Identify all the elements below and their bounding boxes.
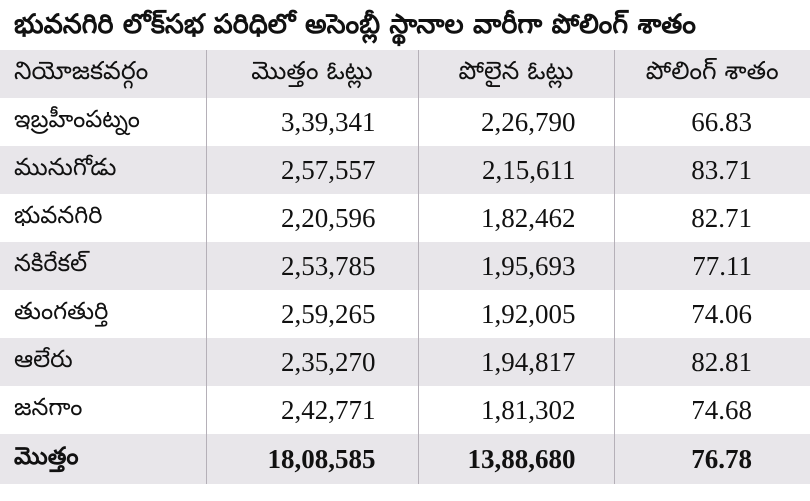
constituency-cell: తుంగతుర్తి [0,290,207,338]
percent-overall: 76.78 [614,434,810,484]
total-votes-cell: 2,42,771 [206,386,419,434]
header-polling-percent: పోలింగ్‌ శాతం [614,50,810,98]
polling-table: నియోజకవర్గం మొత్తం ఓట్లు పోలైన ఓట్లు పోల… [0,50,810,484]
constituency-cell: ఆలేరు [0,338,207,386]
percent-cell: 82.81 [614,338,810,386]
table-row: తుంగతుర్తి 2,59,265 1,92,005 74.06 [0,290,810,338]
polled-votes-cell: 2,15,611 [418,146,615,194]
table-row: ఇబ్రహీంపట్నం 3,39,341 2,26,790 66.83 [0,98,810,146]
total-votes-cell: 2,35,270 [206,338,419,386]
header-row: నియోజకవర్గం మొత్తం ఓట్లు పోలైన ఓట్లు పోల… [0,50,810,98]
total-votes-cell: 2,53,785 [206,242,419,290]
polled-votes-sum: 13,88,680 [418,434,615,484]
percent-cell: 74.68 [614,386,810,434]
total-votes-cell: 3,39,341 [206,98,419,146]
total-row: మొత్తం 18,08,585 13,88,680 76.78 [0,434,810,484]
total-votes-cell: 2,20,596 [206,194,419,242]
table-row: మునుగోడు 2,57,557 2,15,611 83.71 [0,146,810,194]
constituency-cell: నకిరేకల్‌ [0,242,207,290]
total-votes-cell: 2,57,557 [206,146,419,194]
polled-votes-cell: 1,95,693 [418,242,615,290]
constituency-cell: మునుగోడు [0,146,207,194]
percent-cell: 82.71 [614,194,810,242]
percent-cell: 83.71 [614,146,810,194]
total-votes-sum: 18,08,585 [206,434,419,484]
constituency-cell: జనగాం [0,386,207,434]
polled-votes-cell: 1,82,462 [418,194,615,242]
percent-cell: 66.83 [614,98,810,146]
header-constituency: నియోజకవర్గం [0,50,207,98]
table-row: ఆలేరు 2,35,270 1,94,817 82.81 [0,338,810,386]
total-label: మొత్తం [0,434,207,484]
polled-votes-cell: 1,92,005 [418,290,615,338]
table-row: జనగాం 2,42,771 1,81,302 74.68 [0,386,810,434]
total-votes-cell: 2,59,265 [206,290,419,338]
table-row: నకిరేకల్‌ 2,53,785 1,95,693 77.11 [0,242,810,290]
polled-votes-cell: 2,26,790 [418,98,615,146]
table-row: భువనగిరి 2,20,596 1,82,462 82.71 [0,194,810,242]
constituency-cell: భువనగిరి [0,194,207,242]
table-title: భువనగిరి లోక్‌సభ పరిధిలో అసెంబ్లీ స్థానా… [0,0,810,50]
constituency-cell: ఇబ్రహీంపట్నం [0,98,207,146]
polled-votes-cell: 1,94,817 [418,338,615,386]
percent-cell: 74.06 [614,290,810,338]
percent-cell: 77.11 [614,242,810,290]
polled-votes-cell: 1,81,302 [418,386,615,434]
header-total-votes: మొత్తం ఓట్లు [206,50,419,98]
header-polled-votes: పోలైన ఓట్లు [418,50,615,98]
